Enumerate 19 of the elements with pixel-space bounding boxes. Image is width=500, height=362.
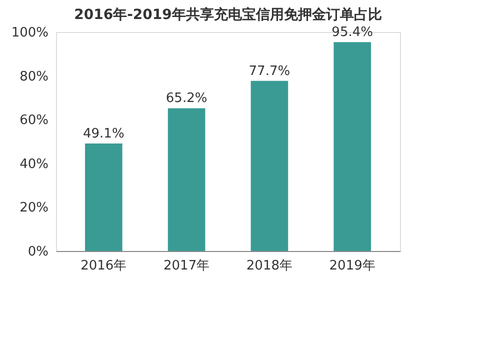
y-tick-label: 80% bbox=[20, 69, 48, 84]
bar bbox=[168, 108, 206, 251]
x-tick-label: 2017年 bbox=[164, 258, 210, 274]
bar bbox=[250, 80, 288, 251]
data-label: 65.2% bbox=[166, 91, 208, 106]
x-tick-label: 2019年 bbox=[329, 258, 376, 274]
x-tick-label: 2016年 bbox=[80, 258, 127, 274]
y-tick-label: 60% bbox=[20, 113, 48, 128]
bar bbox=[334, 42, 371, 251]
chart-title: 2016年-2019年共享充电宝信用免押金订单占比 bbox=[74, 6, 382, 23]
y-tick-label: 0% bbox=[28, 244, 48, 260]
x-tick-label: 2018年 bbox=[246, 258, 292, 274]
data-label: 49.1% bbox=[83, 126, 124, 142]
data-label: 77.7% bbox=[248, 64, 290, 79]
y-tick-label: 20% bbox=[20, 200, 48, 216]
bar bbox=[85, 143, 122, 251]
y-tick-label: 100% bbox=[11, 26, 48, 40]
y-tick-label: 40% bbox=[20, 156, 48, 172]
data-label: 95.4% bbox=[332, 25, 373, 40]
